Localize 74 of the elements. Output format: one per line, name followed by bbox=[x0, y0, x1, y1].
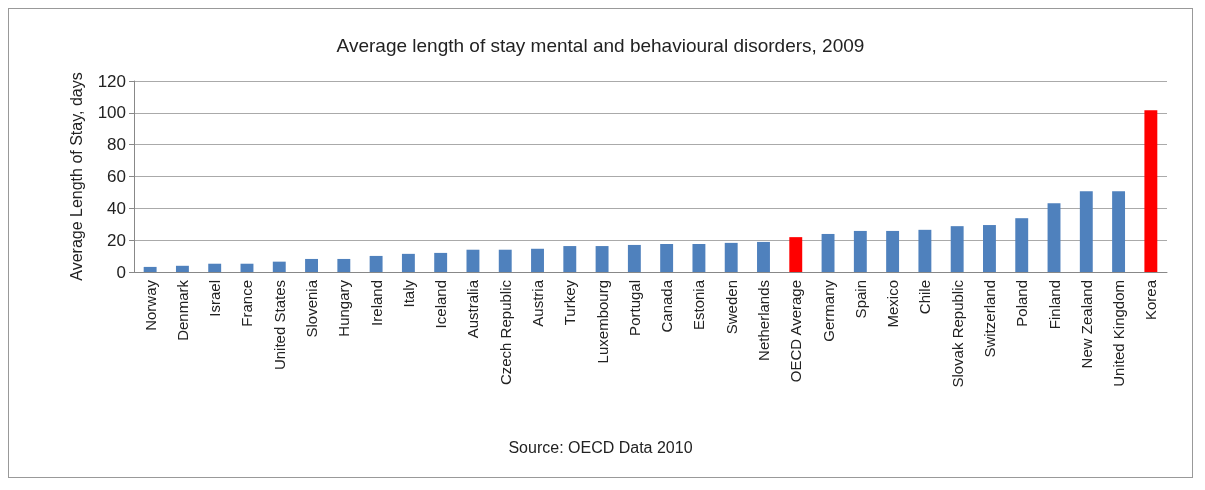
bar bbox=[305, 258, 318, 272]
bar bbox=[853, 230, 867, 272]
x-tick-label: United Kingdom bbox=[1110, 280, 1128, 387]
bar bbox=[498, 249, 512, 272]
bar bbox=[627, 244, 641, 272]
bar bbox=[531, 248, 544, 272]
x-tick-label: Portugal bbox=[625, 280, 643, 336]
bar bbox=[1144, 110, 1158, 272]
x-tick-label: Sweden bbox=[722, 280, 740, 335]
x-tick-label: OECD Average bbox=[787, 280, 805, 383]
bar bbox=[595, 246, 609, 272]
x-tick-label: Czech Republic bbox=[496, 279, 514, 386]
bar bbox=[143, 266, 157, 272]
x-tick-label: Denmark bbox=[173, 279, 191, 341]
x-tick-label: Finland bbox=[1045, 280, 1063, 330]
bar bbox=[821, 233, 835, 272]
bar bbox=[724, 242, 738, 272]
bar bbox=[563, 246, 577, 272]
y-tick-label: 120 bbox=[97, 71, 126, 91]
x-tick-label: Spain bbox=[851, 280, 869, 319]
bar bbox=[692, 243, 706, 272]
x-tick-label: Italy bbox=[399, 279, 417, 308]
y-tick-label: 100 bbox=[97, 103, 126, 123]
y-tick-label: 40 bbox=[107, 198, 126, 218]
x-tick-label: Turkey bbox=[561, 279, 579, 326]
x-tick-label: Korea bbox=[1142, 279, 1160, 321]
x-tick-label: Luxembourg bbox=[593, 280, 611, 364]
bar bbox=[789, 237, 803, 272]
x-tick-label: Ireland bbox=[367, 280, 385, 326]
bar bbox=[208, 263, 222, 272]
bar bbox=[175, 265, 189, 272]
x-tick-label: Hungary bbox=[335, 279, 353, 337]
bar bbox=[337, 258, 351, 272]
bar bbox=[240, 263, 254, 272]
x-tick-label: United States bbox=[270, 280, 288, 371]
x-tick-label: Switzerland bbox=[980, 280, 998, 358]
bar bbox=[1015, 218, 1029, 272]
x-tick-label: Iceland bbox=[432, 280, 450, 329]
bar bbox=[983, 225, 996, 272]
x-tick-label: Estonia bbox=[690, 279, 708, 331]
x-tick-label: Chile bbox=[916, 280, 934, 315]
x-tick-label: Austria bbox=[529, 279, 547, 327]
bar bbox=[757, 241, 770, 272]
x-tick-label: Israel bbox=[206, 280, 224, 317]
x-tick-label: France bbox=[238, 280, 256, 327]
y-tick-label: 80 bbox=[107, 135, 126, 155]
x-tick-label: Mexico bbox=[884, 280, 902, 328]
y-tick-label: 0 bbox=[116, 262, 126, 282]
bar bbox=[369, 255, 383, 272]
bar bbox=[466, 249, 480, 272]
x-tick-label: Norway bbox=[141, 279, 159, 331]
chart-title: Average length of stay mental and behavioural disorders, 2009 bbox=[336, 35, 865, 56]
bar bbox=[1047, 203, 1061, 272]
y-tick-label: 20 bbox=[107, 230, 126, 250]
x-tick-label: Slovak Republic bbox=[948, 279, 966, 388]
bar bbox=[918, 229, 932, 272]
x-tick-label: Poland bbox=[1013, 280, 1031, 327]
x-tick-label: Slovenia bbox=[303, 279, 321, 338]
bar bbox=[1079, 191, 1093, 272]
bar bbox=[272, 261, 286, 272]
bar bbox=[401, 253, 415, 272]
bar bbox=[434, 252, 448, 272]
source-note: Source: OECD Data 2010 bbox=[508, 438, 693, 456]
x-tick-label: New Zealand bbox=[1077, 280, 1095, 369]
x-tick-label: Canada bbox=[658, 279, 676, 333]
y-tick-label: 60 bbox=[107, 167, 126, 186]
x-tick-label: Germany bbox=[819, 279, 837, 342]
bar bbox=[886, 230, 900, 272]
x-tick-label: Netherlands bbox=[754, 280, 772, 361]
bar bbox=[660, 243, 674, 272]
x-tick-label: Australia bbox=[464, 279, 482, 339]
bar bbox=[1112, 191, 1126, 272]
y-axis-title: Average Length of Stay, days bbox=[67, 72, 85, 281]
bar bbox=[950, 226, 964, 272]
